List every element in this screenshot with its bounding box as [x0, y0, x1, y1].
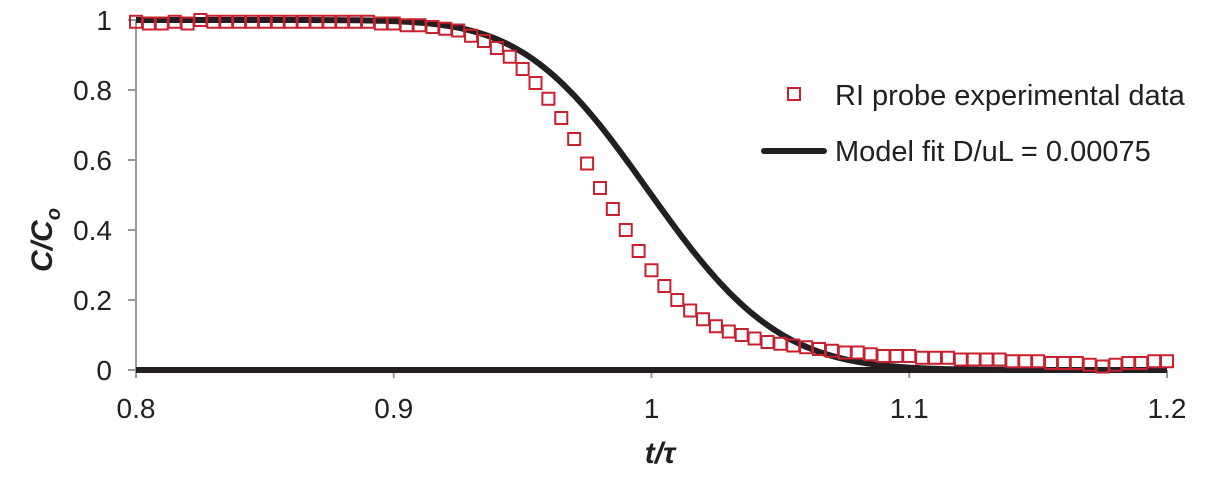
data-point-marker: [1005, 354, 1020, 369]
y-tick-label: 0.8: [73, 75, 112, 106]
data-point-marker: [696, 312, 711, 327]
data-point-marker: [953, 352, 968, 367]
data-point-marker: [915, 350, 930, 365]
data-point-marker: [979, 352, 994, 367]
data-point-marker: [760, 335, 775, 349]
data-point-marker: [1018, 354, 1033, 369]
x-tick-label: 1.1: [890, 393, 929, 424]
data-point-marker: [618, 223, 633, 237]
data-point-marker: [889, 349, 904, 363]
y-tick-label: 0.6: [73, 145, 112, 176]
data-point-marker: [605, 202, 620, 216]
y-tick-label: 0.2: [73, 285, 112, 316]
data-point-marker: [1160, 354, 1174, 369]
x-tick-label: 0.8: [117, 393, 156, 424]
data-point-marker: [940, 350, 955, 365]
data-point-marker: [850, 345, 865, 360]
data-point-marker: [747, 331, 762, 346]
data-point-marker: [992, 352, 1007, 367]
legend-marker-icon: [787, 87, 801, 101]
data-point-marker: [683, 303, 698, 318]
data-point-marker: [902, 349, 917, 363]
x-axis-title: t/τ: [645, 437, 677, 470]
y-tick-label: 0: [96, 355, 112, 386]
model-fit-line: [136, 17, 1167, 373]
legend-label-experimental: RI probe experimental data: [835, 80, 1186, 112]
x-axis-ticks: 0.8 0.9 1 1.1 1.2: [117, 370, 1187, 424]
data-point-marker: [966, 352, 981, 367]
data-point-marker: [708, 319, 723, 334]
data-point-marker: [541, 91, 556, 106]
data-point-marker: [670, 293, 685, 307]
y-axis-ticks: 0 0.2 0.4 0.6 0.8 1: [73, 5, 136, 386]
data-point-marker: [734, 328, 749, 342]
data-point-marker: [502, 49, 517, 64]
data-point-marker: [515, 62, 530, 76]
data-point-marker: [528, 76, 543, 90]
experimental-markers: [129, 13, 1174, 374]
x-tick-label: 1: [644, 393, 660, 424]
y-axis-title: C/Co: [26, 208, 65, 272]
data-point-marker: [928, 350, 943, 365]
data-point-marker: [592, 181, 607, 195]
data-point-marker: [489, 41, 504, 55]
data-point-marker: [554, 111, 569, 125]
data-point-marker: [567, 132, 582, 146]
data-point-marker: [580, 156, 595, 171]
y-tick-label: 1: [96, 5, 112, 36]
x-tick-label: 0.9: [374, 393, 413, 424]
x-tick-label: 1.2: [1148, 393, 1187, 424]
legend: RI probe experimental data Model fit D/u…: [761, 80, 1186, 168]
data-point-marker: [721, 324, 736, 339]
data-point-marker: [876, 349, 891, 363]
y-tick-label: 0.4: [73, 215, 112, 246]
legend-label-model: Model fit D/uL = 0.00075: [835, 136, 1151, 168]
data-point-marker: [863, 347, 878, 362]
data-point-marker: [644, 263, 659, 278]
data-point-marker: [1147, 354, 1162, 369]
data-point-marker: [1031, 354, 1046, 369]
data-point-marker: [631, 244, 646, 258]
data-point-marker: [657, 279, 672, 293]
